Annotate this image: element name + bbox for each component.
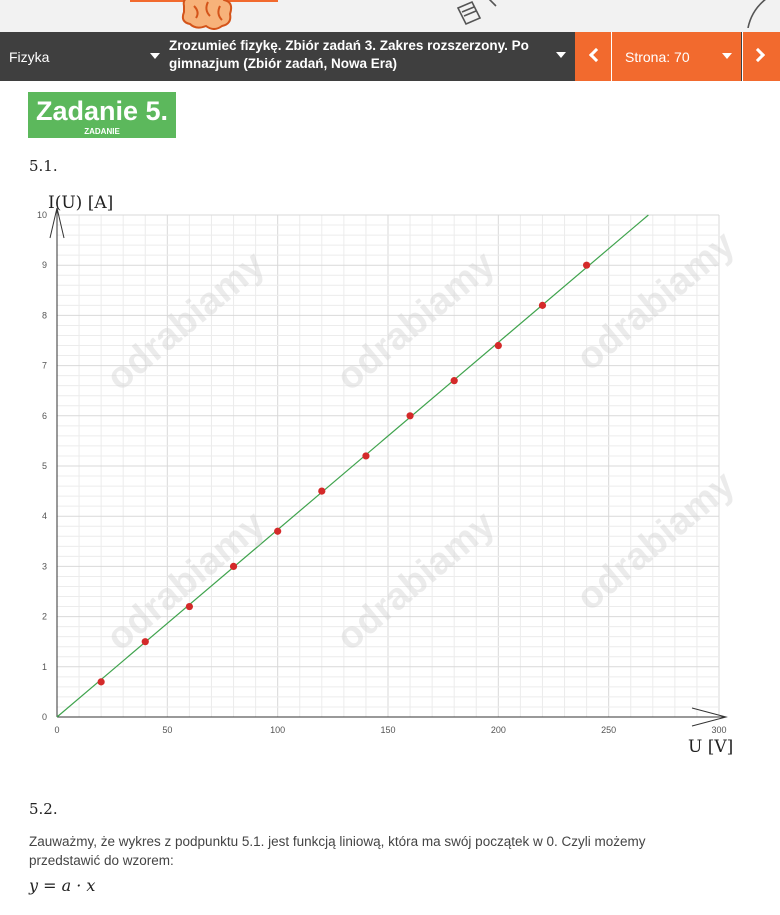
y-tick-label: 6 [42,411,47,421]
data-point [494,341,502,350]
y-axis-arrow-icon [49,207,65,239]
x-tick-label: 100 [270,725,285,735]
y-axis-label: I(U) [A] [48,193,113,213]
y-tick-label: 2 [42,612,47,622]
data-point [538,301,547,309]
previous-page-button[interactable] [575,32,612,81]
chart-fit-line [56,214,649,718]
next-page-button[interactable] [742,32,780,81]
chart-points [97,261,591,686]
task-badge: Zadanie 5. ZADANIE [28,92,176,138]
x-axis-arrow-icon [691,707,728,727]
data-point [274,527,282,535]
pencil-icon [456,0,497,26]
x-tick-label: 50 [162,725,172,735]
data-point [141,638,149,646]
data-point [406,412,414,420]
data-point [450,377,458,385]
ruler-icon [747,0,766,28]
subject-label: Fizyka [9,48,50,65]
page-label: Strona: 70 [625,48,690,65]
y-tick-label: 0 [42,712,47,722]
caret-down-icon [556,52,566,58]
brain-icon [181,0,233,30]
section-number-2: 5.2. [29,800,58,818]
y-tick-label: 3 [42,561,47,571]
chart-ticks: 0 50 100 150 200 250 300 0 1 2 3 4 5 6 7 8 9 10 [37,210,727,735]
chevron-left-icon [588,47,604,63]
truncated-text [29,908,629,915]
x-axis-label: U [V] [688,737,733,757]
navigation-bar: Fizyka Zrozumieć fizykę. Zbiór zadań 3. … [0,32,780,81]
book-label: Zrozumieć fizykę. Zbiór zadań 3. Zakres … [169,38,529,71]
y-tick-label: 9 [42,260,47,270]
formula: y = a · x [29,876,96,895]
data-point [229,562,238,570]
caret-down-icon [722,53,732,59]
chevron-right-icon [750,47,766,63]
x-tick-label: 250 [601,725,616,735]
subject-select[interactable]: Fizyka [0,32,165,81]
x-tick-label: 300 [711,725,726,735]
chart-axes [49,207,728,727]
y-tick-label: 7 [42,361,47,371]
book-select[interactable]: Zrozumieć fizykę. Zbiór zadań 3. Zakres … [165,32,575,81]
y-tick-label: 10 [37,210,47,220]
explanation-text: Zauważmy, że wykres z podpunktu 5.1. jes… [29,834,646,868]
top-decoration [0,0,780,32]
y-tick-label: 8 [42,310,47,320]
caret-down-icon [150,53,160,59]
section-number-1: 5.1. [29,157,58,175]
task-subtitle: ZADANIE [84,127,120,136]
y-tick-label: 5 [42,461,47,471]
x-tick-label: 0 [54,725,59,735]
data-point [362,452,370,460]
y-tick-label: 1 [42,662,47,672]
x-tick-label: 150 [380,725,395,735]
page-select[interactable]: Strona: 70 [612,32,741,81]
y-tick-label: 4 [42,511,47,521]
data-point [583,261,591,269]
data-point [97,678,105,686]
chart-grid [56,214,720,718]
x-tick-label: 200 [491,725,506,735]
data-point [185,602,193,611]
task-title: Zadanie 5. [35,96,169,126]
data-point [318,487,326,495]
fit-line [56,214,649,718]
